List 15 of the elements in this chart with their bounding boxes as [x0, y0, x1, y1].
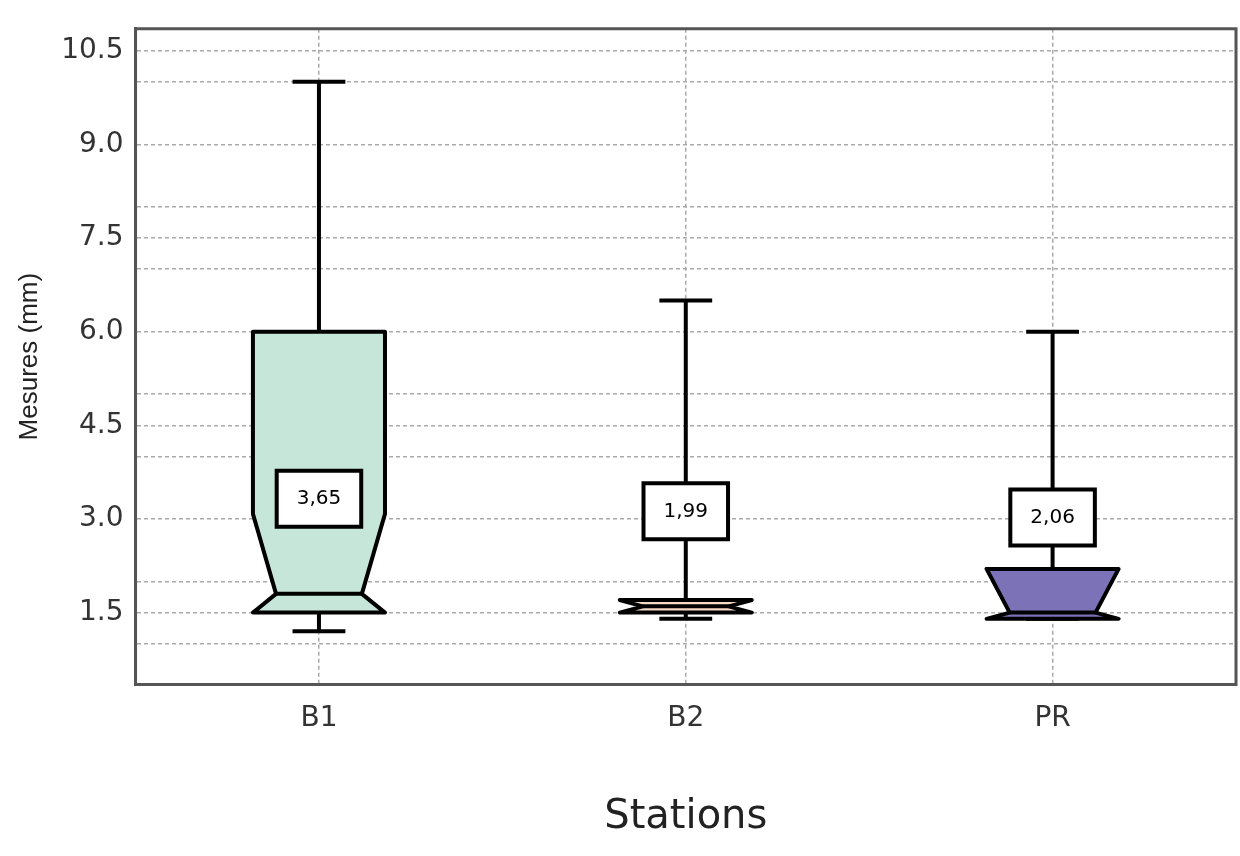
y-tick-label: 1.5 — [79, 593, 124, 627]
y-tick-label: 3.0 — [79, 500, 124, 534]
y-tick-label: 4.5 — [79, 406, 124, 440]
x-tick-label: PR — [1034, 700, 1071, 734]
annotation: 3,65 — [296, 485, 342, 510]
y-tick-label: 10.5 — [61, 31, 124, 65]
y-tick-label: 9.0 — [79, 125, 124, 159]
x-axis-title: Stations — [604, 791, 768, 838]
annotation: 2,06 — [1030, 503, 1075, 528]
annotation: 1,99 — [663, 497, 709, 522]
x-tick-label: B1 — [300, 700, 338, 734]
x-tick-label: B2 — [667, 700, 705, 734]
y-axis-title: Mesures (mm) — [12, 272, 43, 441]
y-tick-label: 7.5 — [79, 219, 124, 253]
y-tick-label: 6.0 — [79, 312, 124, 346]
